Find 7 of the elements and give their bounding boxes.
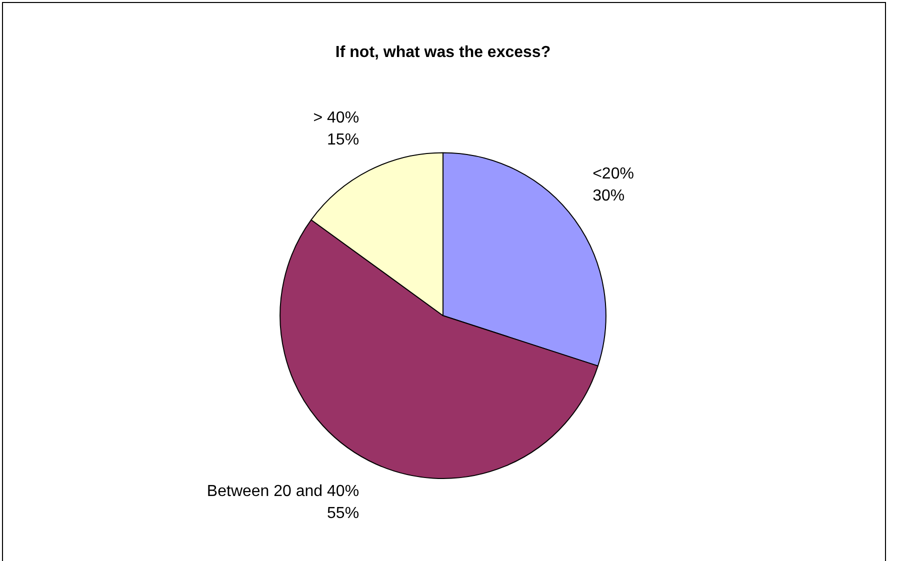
chart-title: If not, what was the excess? bbox=[335, 44, 551, 62]
data-label: 15% bbox=[327, 131, 360, 148]
slice-label: > 40% bbox=[313, 109, 360, 126]
slice-label: Between 20 and 40% bbox=[206, 482, 360, 500]
slice-label: <20% bbox=[592, 165, 634, 182]
data-label: 55% bbox=[327, 504, 360, 522]
data-label: 30% bbox=[592, 187, 625, 204]
